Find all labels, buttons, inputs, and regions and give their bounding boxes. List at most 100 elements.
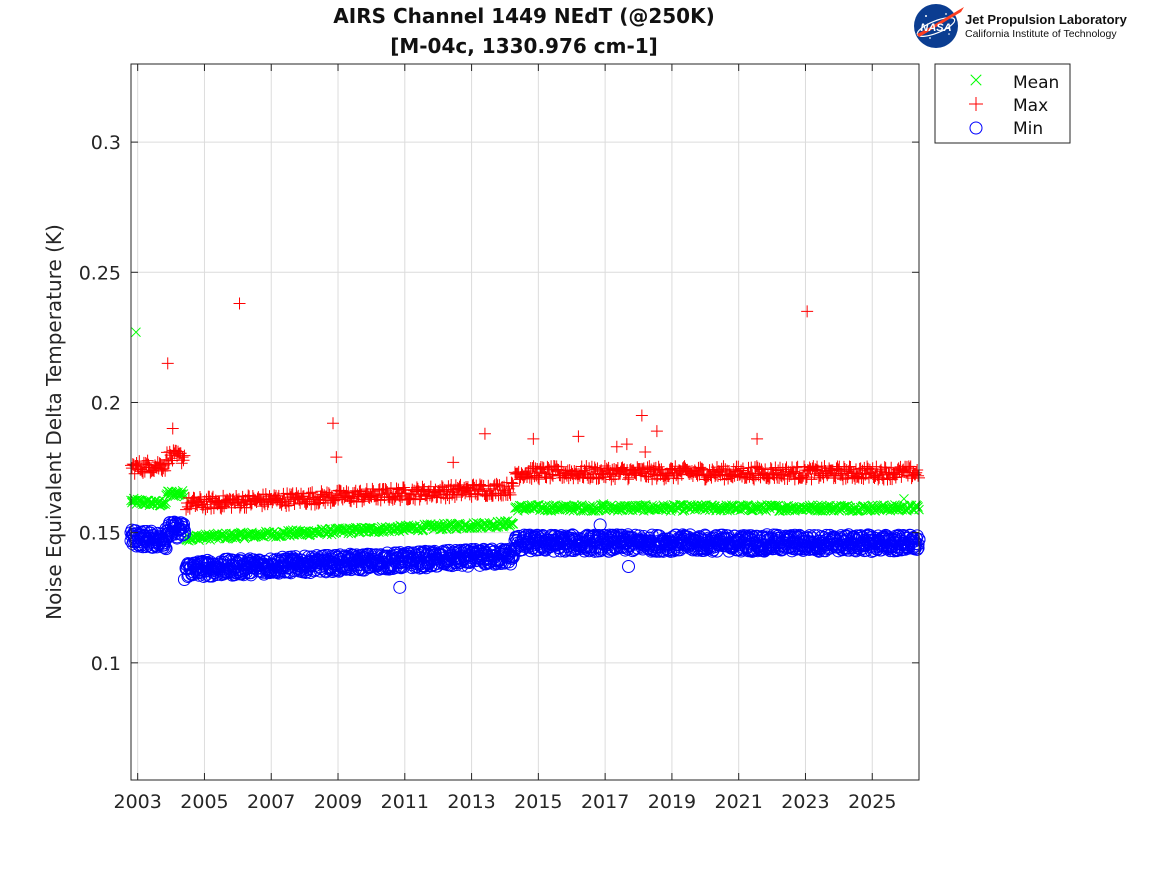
data-point-max	[388, 492, 401, 505]
outlier-point-max	[572, 430, 585, 443]
legend-marker-symbol	[969, 97, 983, 111]
data-point-max	[157, 462, 170, 475]
data-point-max	[662, 470, 675, 483]
y-tick-label: 0.25	[79, 262, 121, 284]
data-point-max	[750, 460, 763, 473]
data-point-max	[773, 472, 786, 485]
data-point-max	[912, 469, 925, 482]
data-point-max	[215, 502, 228, 515]
data-point-max	[336, 493, 349, 506]
data-point-max	[675, 468, 688, 481]
series-max	[125, 297, 925, 516]
data-point-min	[894, 543, 908, 557]
data-point-max	[312, 497, 325, 510]
data-point-max	[691, 469, 704, 482]
data-point-max	[828, 470, 841, 483]
legend-marker-min	[969, 121, 983, 135]
outlier-point-max	[161, 357, 174, 370]
data-point-max	[171, 445, 184, 458]
data-point-max	[622, 471, 635, 484]
x-tick-label: 2013	[447, 791, 495, 813]
data-point-mean	[260, 526, 271, 537]
data-point-max	[878, 461, 891, 474]
data-point-min	[158, 540, 172, 554]
jpl-caltech: California Institute of Technology	[965, 28, 1117, 40]
data-point-max	[417, 484, 430, 497]
data-point-mean	[361, 523, 372, 534]
outlier-point-max	[330, 451, 343, 464]
legend-marker-mean	[970, 74, 982, 86]
data-point-mean	[677, 506, 688, 516]
data-point-max	[178, 449, 191, 462]
data-point-mean	[568, 505, 579, 516]
outlier-point-max	[447, 456, 460, 469]
data-point-max	[363, 491, 376, 504]
data-point-mean	[362, 523, 373, 534]
outlier-point-mean	[598, 499, 609, 509]
data-point-max	[536, 461, 549, 474]
data-point-max	[165, 452, 178, 465]
data-point-max	[863, 463, 876, 476]
data-point-max	[542, 462, 555, 475]
outlier-point-mean	[131, 327, 141, 338]
axis-ticks: 2003 2005 2007 2009 2011 2013 2015 2017 2019 2021…	[79, 64, 919, 813]
data-point-max	[910, 466, 923, 479]
data-point-max	[296, 490, 309, 503]
series-min	[124, 515, 926, 594]
outlier-point-mean	[899, 493, 909, 504]
data-point-max	[844, 461, 857, 474]
data-point-max	[362, 491, 375, 504]
data-point-max	[503, 486, 516, 499]
data-point-max	[397, 481, 410, 494]
x-tick-label: 2019	[648, 791, 696, 813]
x-tick-label: 2017	[581, 791, 629, 813]
data-point-min	[559, 529, 573, 543]
data-point-max	[506, 477, 519, 490]
data-point-mean	[622, 500, 632, 511]
outlier-point-min	[622, 560, 636, 574]
data-point-max	[747, 472, 760, 485]
data-point-max	[242, 489, 255, 502]
data-point-max	[205, 502, 218, 515]
data-point-min	[859, 543, 873, 557]
data-point-mean	[158, 498, 169, 509]
data-point-max	[818, 460, 831, 473]
data-point-max	[177, 454, 190, 467]
outlier-point-max	[751, 432, 764, 445]
plot-area	[131, 64, 919, 780]
data-point-min	[505, 551, 519, 565]
data-point-max	[800, 471, 813, 484]
outlier-point-max	[233, 297, 246, 310]
data-point-max	[779, 463, 792, 476]
x-tick-label: 2009	[314, 791, 362, 813]
data-point-max	[399, 486, 412, 499]
data-point-max	[507, 480, 520, 493]
chart-subtitle: [M-04c, 1330.976 cm-1]	[390, 34, 658, 58]
data-point-max	[175, 457, 188, 470]
data-point-max	[895, 470, 908, 483]
data-point-max	[489, 487, 502, 500]
outlier-point-max	[650, 425, 663, 438]
y-tick-label: 0.15	[79, 523, 121, 545]
outlier-point-max	[620, 438, 633, 451]
data-point-max	[390, 482, 403, 495]
data-point-max	[694, 461, 707, 474]
data-point-max	[889, 471, 902, 484]
jpl-name: Jet Propulsion Laboratory	[965, 12, 1128, 27]
x-tick-label: 2003	[113, 791, 161, 813]
x-tick-label: 2005	[180, 791, 228, 813]
data-point-max	[398, 484, 411, 497]
data-point-min	[504, 557, 518, 571]
nasa-logotype: NASA	[920, 22, 951, 34]
data-point-max	[494, 487, 507, 500]
data-point-max	[761, 470, 774, 483]
data-point-max	[151, 456, 164, 469]
data-point-mean	[865, 505, 876, 516]
x-tick-label: 2015	[514, 791, 562, 813]
data-point-max	[735, 464, 748, 477]
x-tick-label: 2023	[781, 791, 829, 813]
data-point-max	[790, 461, 803, 474]
outlier-point-max	[478, 427, 491, 440]
data-point-max	[533, 473, 546, 486]
